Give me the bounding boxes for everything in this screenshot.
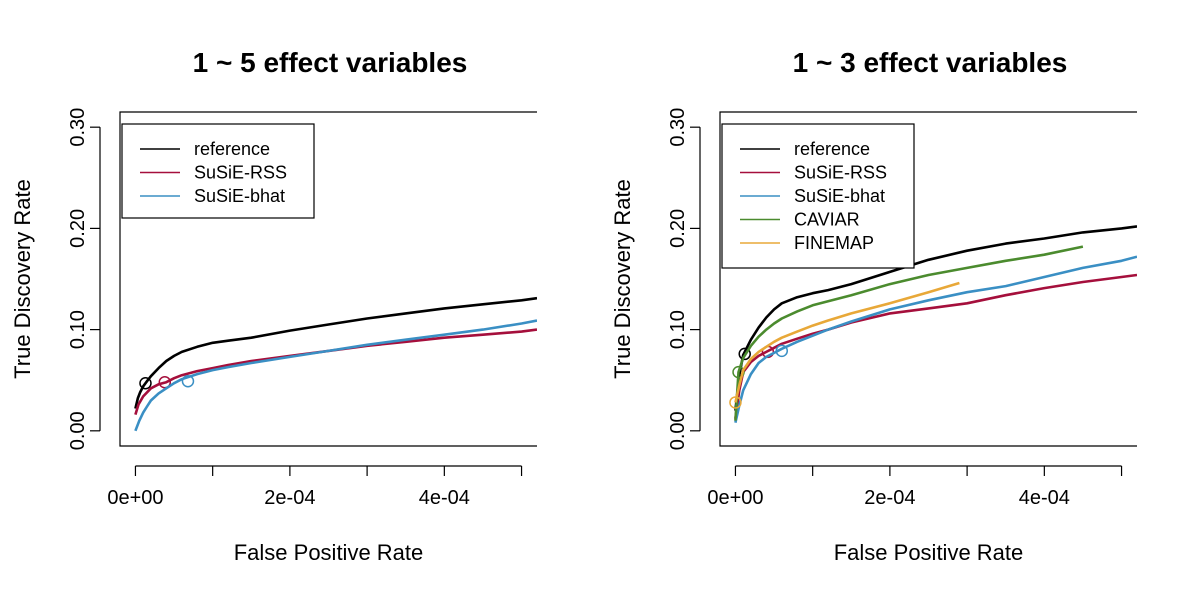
chart-panel-2: 1 ~ 3 effect variables 0e+00 2e-04 4e-04 Fal… [610,47,1137,565]
x-tick-label: 0e+00 [107,487,163,509]
legend: reference SuSiE-RSS SuSiE-bhat [121,123,315,219]
x-tick-label: 2e-04 [864,487,915,509]
y-axis: 0.00 0.10 0.20 0.30 [67,108,101,450]
x-axis-label: False Positive Rate [234,540,424,565]
series-marker-susie-bhat [181,374,195,388]
x-tick-label: 4e-04 [419,487,470,509]
y-tick-label: 0.30 [667,108,689,147]
series-line-reference [734,225,1137,411]
series-marker-finemap [729,396,742,409]
series-marker-caviar [732,365,745,379]
series-group [134,296,537,432]
y-axis-label: True Discovery Rate [10,179,35,379]
series-line-reference [134,296,537,409]
series-marker-reference [139,376,152,390]
legend-label-susie-bhat: SuSiE-bhat [794,186,885,206]
x-tick-label: 2e-04 [264,487,315,509]
legend: reference SuSiE-RSS SuSiE-bhat CAVIAR FINEMA… [721,123,915,269]
series-line-finemap [734,281,960,403]
chart-title: 1 ~ 3 effect variables [793,47,1068,78]
x-tick-label: 4e-04 [1019,487,1070,509]
chart-panel-1: 1 ~ 5 effect variables 0e+00 2e-04 4e-04 Fal… [10,47,537,565]
series-line-susie-bhat [734,255,1137,423]
y-tick-label: 0.20 [67,209,89,248]
y-tick-label: 0.30 [67,108,89,147]
legend-label-susie-rss: SuSiE-RSS [794,163,887,183]
chart-title: 1 ~ 5 effect variables [193,47,468,78]
legend-label-reference: reference [194,139,270,159]
y-tick-label: 0.20 [667,209,689,248]
legend-label-caviar: CAVIAR [794,210,860,230]
y-tick-label: 0.10 [67,310,89,349]
y-tick-label: 0.00 [667,411,689,450]
series-marker-reference [738,347,751,361]
series-line-susie-rss [134,328,537,415]
series-marker-susie-rss [158,375,172,389]
y-axis: 0.00 0.10 0.20 0.30 [667,108,701,450]
x-tick-label: 0e+00 [707,487,763,509]
series-line-caviar [734,245,1084,421]
y-tick-label: 0.10 [667,310,689,349]
x-axis-label: False Positive Rate [834,540,1024,565]
x-axis: 0e+00 2e-04 4e-04 [707,465,1123,509]
legend-label-reference: reference [794,139,870,159]
legend-label-susie-bhat: SuSiE-bhat [194,186,285,206]
plot-frame [719,111,1137,447]
series-marker-susie-bhat [775,344,789,358]
series-group [729,225,1137,423]
legend-box [121,123,315,219]
x-axis: 0e+00 2e-04 4e-04 [107,465,523,509]
plot-frame [119,111,537,447]
y-tick-label: 0.00 [67,411,89,450]
series-line-susie-bhat [134,319,537,432]
legend-label-susie-rss: SuSiE-RSS [194,163,287,183]
y-axis-label: True Discovery Rate [610,179,635,379]
legend-label-finemap: FINEMAP [794,233,874,253]
